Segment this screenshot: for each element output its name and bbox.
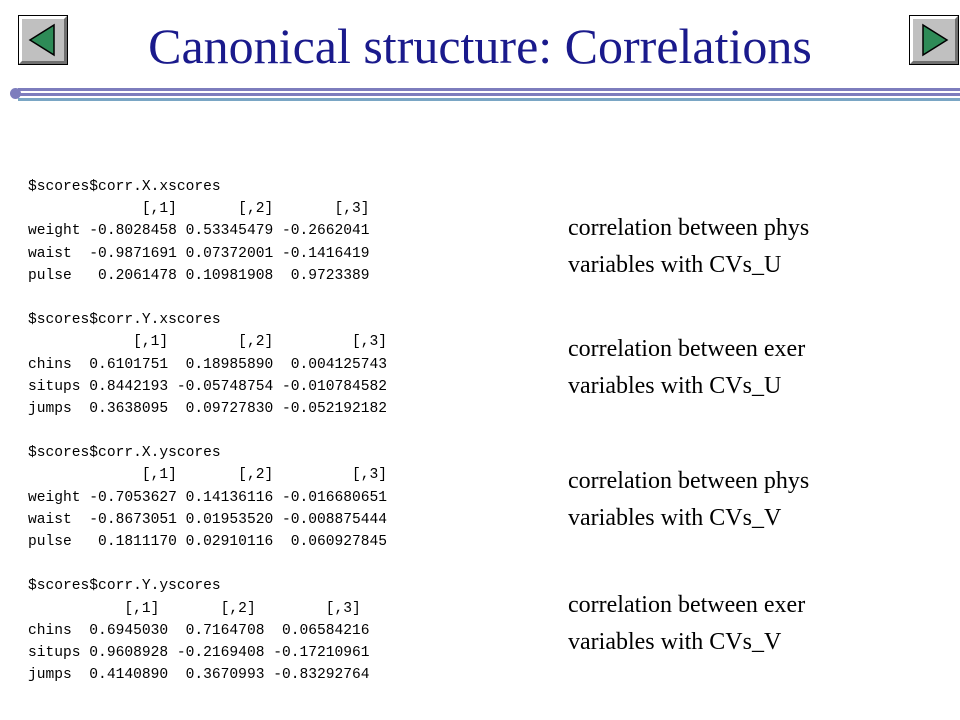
code-line: jumps 0.4140890 0.3670993 -0.83292764 [28, 667, 370, 684]
previous-slide-button[interactable] [18, 15, 68, 65]
triangle-left-icon [28, 23, 55, 57]
annotation-line: variables with CVs_U [568, 373, 782, 399]
code-line: waist -0.9871691 0.07372001 -0.1416419 [28, 245, 370, 262]
r-output-block: $scores$corr.X.xscores [,1] [,2] [,3] wei… [28, 176, 387, 686]
annotation-line: variables with CVs_V [568, 505, 782, 531]
title-divider [0, 88, 960, 102]
annotation-line: variables with CVs_U [568, 252, 782, 278]
code-line: waist -0.8673051 0.01953520 -0.008875444 [28, 511, 388, 528]
code-line: [,1] [,2] [,3] [28, 600, 361, 617]
code-line: $scores$corr.Y.yscores [28, 578, 221, 595]
code-line [28, 553, 387, 575]
divider-dot [10, 88, 21, 99]
code-line: pulse 0.2061478 0.10981908 0.9723389 [28, 267, 370, 284]
slide-title: Canonical structure: Correlations [148, 18, 812, 74]
annotation-line: variables with CVs_V [568, 629, 782, 655]
next-slide-button[interactable] [909, 15, 959, 65]
code-line: pulse 0.1811170 0.02910116 0.060927845 [28, 534, 388, 550]
annotation-exer-cvs-v: correlation between exer variables with … [568, 587, 805, 661]
annotation-line: correlation between exer [568, 336, 806, 362]
code-line [28, 420, 387, 442]
code-line: jumps 0.3638095 0.09727830 -0.052192182 [28, 400, 388, 417]
divider-line [18, 98, 960, 101]
divider-line [18, 88, 960, 91]
code-line: weight -0.8028458 0.53345479 -0.2662041 [28, 223, 370, 240]
code-line: chins 0.6101751 0.18985890 0.004125743 [28, 356, 388, 373]
code-line: $scores$corr.X.yscores [28, 445, 221, 462]
annotation-line: correlation between phys [568, 468, 810, 494]
triangle-right-icon [922, 23, 949, 57]
code-line [28, 287, 387, 309]
annotation-phys-cvs-v: correlation between phys variables with … [568, 463, 809, 537]
code-line: situps 0.8442193 -0.05748754 -0.01078458… [28, 378, 388, 395]
code-line: $scores$corr.X.xscores [28, 179, 221, 195]
code-line: weight -0.7053627 0.14136116 -0.01668065… [28, 489, 388, 506]
code-line: [,1] [,2] [,3] [28, 334, 388, 351]
divider-line [18, 93, 960, 96]
annotation-line: correlation between exer [568, 592, 806, 618]
code-line: $scores$corr.Y.xscores [28, 312, 221, 329]
annotation-line: correlation between phys [568, 215, 810, 241]
code-line: [,1] [,2] [,3] [28, 201, 370, 218]
code-line: [,1] [,2] [,3] [28, 467, 388, 484]
annotation-exer-cvs-u: correlation between exer variables with … [568, 331, 805, 405]
code-line: chins 0.6945030 0.7164708 0.06584216 [28, 622, 370, 639]
annotation-phys-cvs-u: correlation between phys variables with … [568, 210, 809, 284]
code-line: situps 0.9608928 -0.2169408 -0.17210961 [28, 644, 370, 661]
